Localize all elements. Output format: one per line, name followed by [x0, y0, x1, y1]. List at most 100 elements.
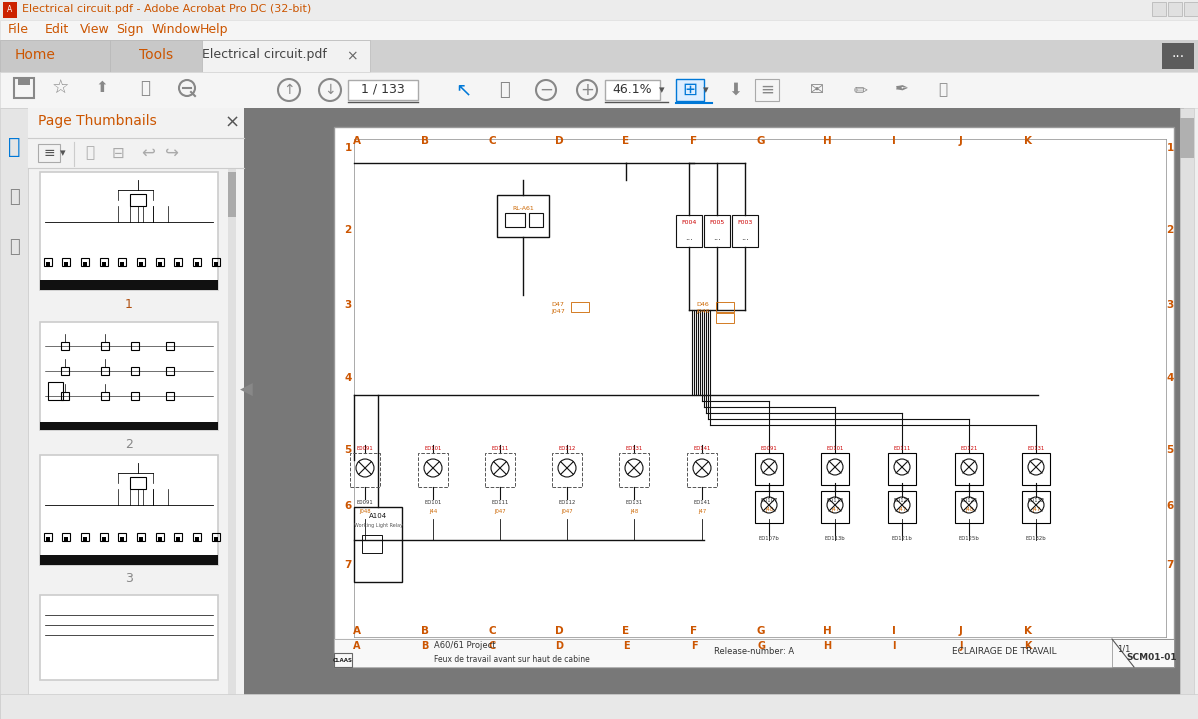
- Text: Home: Home: [14, 48, 55, 62]
- Bar: [176, 537, 180, 541]
- Text: 🖨: 🖨: [140, 79, 150, 97]
- Bar: [110, 40, 202, 72]
- Bar: [117, 258, 126, 266]
- Text: RL-A61: RL-A61: [512, 206, 534, 211]
- Bar: [62, 533, 69, 541]
- Bar: [139, 262, 143, 266]
- Bar: [704, 215, 730, 247]
- Text: 2: 2: [125, 437, 133, 451]
- Text: ECLAIRAGE DE TRAVAIL: ECLAIRAGE DE TRAVAIL: [951, 648, 1057, 656]
- Text: D: D: [555, 136, 563, 146]
- Text: Electrical circuit.pdf: Electrical circuit.pdf: [201, 48, 326, 61]
- Text: ↓: ↓: [325, 83, 335, 97]
- Bar: [131, 367, 139, 375]
- Text: J44: J44: [429, 508, 437, 513]
- Text: ▾: ▾: [703, 85, 709, 95]
- Text: ED111: ED111: [491, 446, 509, 451]
- Bar: [362, 535, 382, 553]
- Text: B: B: [420, 136, 429, 146]
- Text: H: H: [823, 136, 831, 146]
- Bar: [716, 313, 734, 323]
- Bar: [619, 453, 649, 487]
- Text: ✒: ✒: [895, 81, 909, 99]
- Bar: [139, 537, 143, 541]
- Bar: [353, 507, 403, 582]
- Text: 🗑: 🗑: [85, 145, 95, 160]
- Text: J47: J47: [1031, 506, 1040, 511]
- Text: J047: J047: [561, 508, 573, 513]
- Text: ⬇: ⬇: [728, 81, 742, 99]
- Bar: [167, 367, 174, 375]
- Text: F005: F005: [709, 221, 725, 226]
- Text: F003: F003: [737, 221, 752, 226]
- Bar: [61, 342, 69, 350]
- Bar: [347, 80, 418, 100]
- Bar: [195, 537, 199, 541]
- Bar: [193, 258, 201, 266]
- Text: 1: 1: [1167, 143, 1174, 153]
- Text: 4: 4: [1167, 373, 1174, 383]
- Text: ...: ...: [713, 232, 721, 242]
- Text: ···: ···: [1172, 50, 1185, 64]
- Text: 1: 1: [344, 143, 352, 153]
- Text: ▾: ▾: [659, 85, 665, 95]
- Bar: [101, 367, 109, 375]
- Text: E: E: [623, 626, 630, 636]
- Bar: [955, 491, 984, 523]
- Text: 🔗: 🔗: [938, 83, 948, 98]
- Text: C: C: [489, 626, 496, 636]
- Bar: [821, 491, 849, 523]
- Text: D: D: [555, 626, 563, 636]
- Text: ↩: ↩: [141, 144, 155, 162]
- Bar: [44, 533, 52, 541]
- Bar: [40, 280, 218, 290]
- Bar: [102, 537, 105, 541]
- Text: 4: 4: [344, 373, 352, 383]
- Text: ED101: ED101: [827, 446, 843, 451]
- Bar: [0, 694, 1198, 719]
- Bar: [137, 258, 145, 266]
- Bar: [4, 2, 17, 18]
- Text: ED113: ED113: [827, 498, 843, 503]
- Bar: [821, 453, 849, 485]
- Text: Edit: Edit: [46, 23, 69, 36]
- Text: 3: 3: [125, 572, 133, 585]
- Text: E: E: [623, 136, 630, 146]
- Bar: [195, 262, 199, 266]
- Bar: [1180, 108, 1194, 702]
- Bar: [63, 262, 68, 266]
- Text: J047: J047: [495, 508, 506, 513]
- Bar: [158, 537, 162, 541]
- Text: A104: A104: [369, 513, 387, 519]
- Text: Tools: Tools: [139, 48, 173, 62]
- Bar: [214, 537, 218, 541]
- Text: SCM01-01: SCM01-01: [1126, 654, 1178, 662]
- Bar: [81, 533, 89, 541]
- Bar: [99, 258, 108, 266]
- Text: F: F: [690, 136, 697, 146]
- Bar: [101, 392, 109, 400]
- Bar: [167, 392, 174, 400]
- Text: Help: Help: [200, 23, 229, 36]
- Bar: [0, 20, 1198, 40]
- Text: K: K: [1024, 626, 1031, 636]
- Bar: [605, 80, 660, 100]
- Bar: [1168, 2, 1182, 16]
- Text: K: K: [1024, 136, 1031, 146]
- Bar: [102, 262, 105, 266]
- Bar: [228, 168, 236, 719]
- Text: D46: D46: [696, 303, 709, 308]
- Text: ED125b: ED125b: [958, 536, 980, 541]
- Text: ↖: ↖: [455, 81, 471, 99]
- Text: A60/61 Project: A60/61 Project: [434, 641, 496, 649]
- Text: J47: J47: [831, 506, 839, 511]
- Text: J48: J48: [630, 508, 639, 513]
- Text: ED112: ED112: [558, 446, 576, 451]
- Bar: [174, 533, 182, 541]
- Text: E0091: E0091: [357, 500, 374, 505]
- Bar: [732, 215, 758, 247]
- Text: ED125: ED125: [961, 498, 978, 503]
- Text: 2: 2: [344, 225, 352, 235]
- Text: J: J: [960, 136, 963, 146]
- Text: F: F: [690, 626, 697, 636]
